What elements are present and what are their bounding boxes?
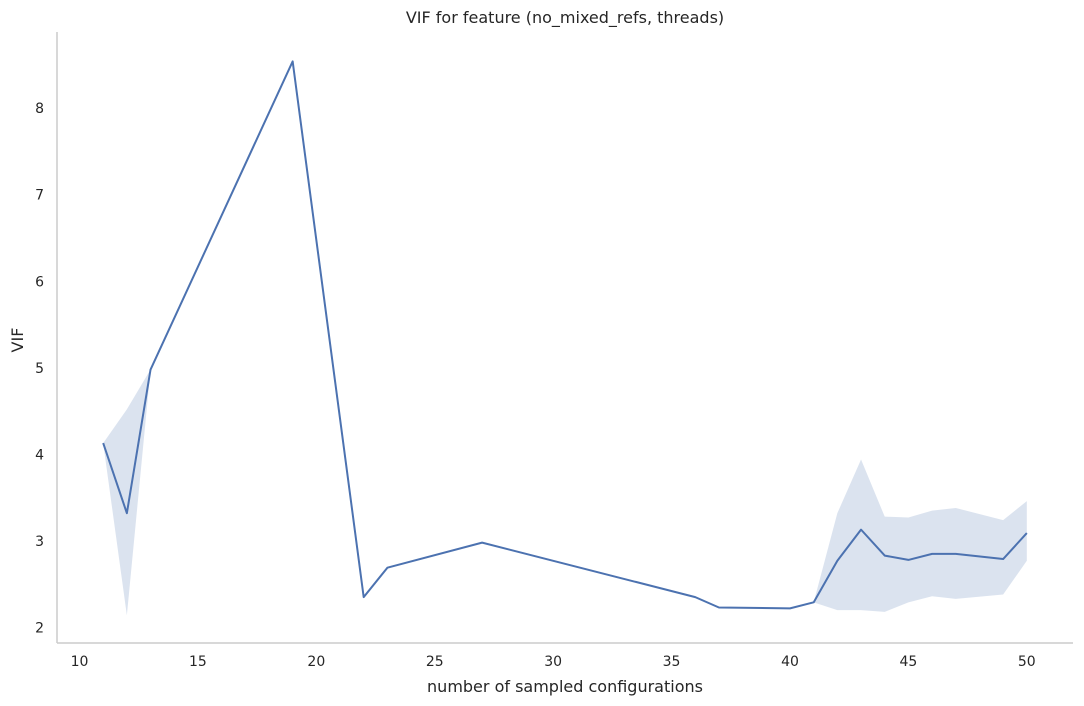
data-point xyxy=(290,58,296,64)
chart-title: VIF for feature (no_mixed_refs, threads) xyxy=(406,8,724,28)
x-tick-label: 30 xyxy=(544,654,562,670)
data-point xyxy=(100,440,106,446)
series-line xyxy=(102,60,1028,610)
data-point xyxy=(858,527,864,533)
data-point xyxy=(1024,530,1030,536)
x-tick-label: 15 xyxy=(189,654,207,670)
y-tick-label: 3 xyxy=(35,534,44,550)
x-tick-label: 45 xyxy=(899,654,917,670)
x-tick-label: 40 xyxy=(781,654,799,670)
confidence-band xyxy=(103,61,1027,616)
x-tick-label: 25 xyxy=(426,654,444,670)
x-tick-label: 20 xyxy=(307,654,325,670)
data-point xyxy=(479,540,485,546)
data-point xyxy=(953,551,959,557)
x-tick-label: 50 xyxy=(1018,654,1036,670)
data-point xyxy=(692,594,698,600)
data-point xyxy=(929,551,935,557)
data-point xyxy=(124,510,130,516)
data-point xyxy=(905,557,911,563)
x-tick-label: 35 xyxy=(663,654,681,670)
y-tick-label: 7 xyxy=(35,188,44,204)
x-axis-label: number of sampled configurations xyxy=(427,677,703,696)
data-point xyxy=(787,605,793,611)
data-point xyxy=(716,605,722,611)
y-tick-label: 6 xyxy=(35,274,44,290)
x-tick-label: 10 xyxy=(71,654,89,670)
y-tick-labels: 2 3 4 5 6 7 8 xyxy=(35,101,44,636)
data-point xyxy=(148,367,154,373)
plot-area xyxy=(100,58,1030,616)
x-tick-labels: 10 15 20 25 30 35 40 45 50 xyxy=(71,654,1036,670)
y-axis-label: VIF xyxy=(8,328,27,353)
data-point xyxy=(1000,556,1006,562)
y-tick-label: 2 xyxy=(35,620,44,636)
data-point xyxy=(882,553,888,559)
data-point xyxy=(384,565,390,571)
y-tick-label: 5 xyxy=(35,361,44,377)
y-tick-label: 8 xyxy=(35,101,44,117)
data-point xyxy=(834,558,840,564)
data-point xyxy=(811,599,817,605)
y-tick-label: 4 xyxy=(35,447,44,463)
data-point xyxy=(361,594,367,600)
